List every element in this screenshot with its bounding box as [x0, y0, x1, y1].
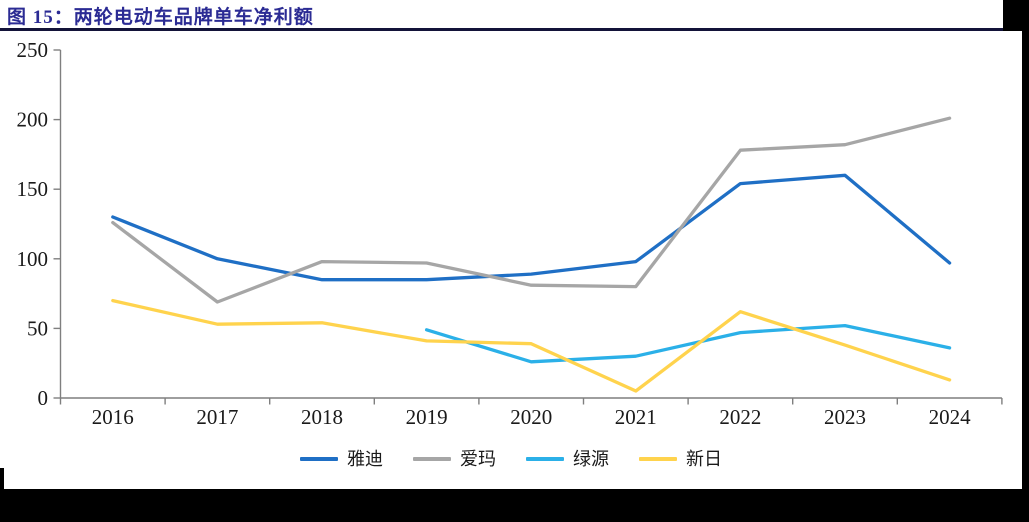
x-tick-label: 2022	[719, 405, 761, 429]
legend-item-雅迪: 雅迪	[300, 450, 383, 468]
legend-swatch	[413, 457, 451, 461]
y-tick-label: 200	[17, 108, 49, 132]
y-tick-label: 0	[38, 386, 49, 410]
y-tick-label: 250	[17, 38, 49, 62]
x-tick-label: 2020	[510, 405, 552, 429]
legend-label: 新日	[686, 449, 722, 469]
figure-title: 图 15：两轮电动车品牌单车净利额	[7, 7, 314, 28]
series-line-爱玛	[111, 116, 952, 304]
x-tick-label: 2017	[196, 405, 238, 429]
legend-swatch	[639, 457, 677, 461]
x-tick-label: 2024	[929, 405, 972, 429]
series-line-新日	[111, 298, 952, 393]
legend-label: 爱玛	[460, 449, 496, 469]
title-rule	[0, 28, 1029, 31]
chart-legend: 雅迪 爱玛 绿源 新日	[0, 450, 1022, 468]
series-line-雅迪	[111, 173, 952, 282]
page-edge-top-right	[1003, 0, 1029, 31]
legend-swatch	[526, 457, 564, 461]
y-tick-label: 150	[17, 177, 49, 201]
series-line-绿源	[424, 323, 952, 364]
y-tick-label: 50	[27, 316, 48, 340]
legend-label: 绿源	[573, 449, 609, 469]
page-edge-left	[0, 468, 4, 522]
legend-item-新日: 新日	[639, 450, 722, 468]
x-tick-label: 2021	[615, 405, 657, 429]
page-edge-bottom	[0, 489, 1029, 522]
legend-item-绿源: 绿源	[526, 450, 609, 468]
page-edge-right	[1022, 0, 1029, 522]
line-chart: 0 50 100 150 200 250 2016 2017 2018 2019 2020 2021 2…	[17, 38, 1003, 429]
x-tick-label: 2016	[92, 405, 134, 429]
y-tick-label: 100	[17, 247, 49, 271]
x-tick-label: 2019	[406, 405, 448, 429]
x-tick-label: 2018	[301, 405, 343, 429]
legend-label: 雅迪	[347, 449, 383, 469]
x-tick-label: 2023	[824, 405, 866, 429]
legend-item-爱玛: 爱玛	[413, 450, 496, 468]
legend-swatch	[300, 457, 338, 461]
